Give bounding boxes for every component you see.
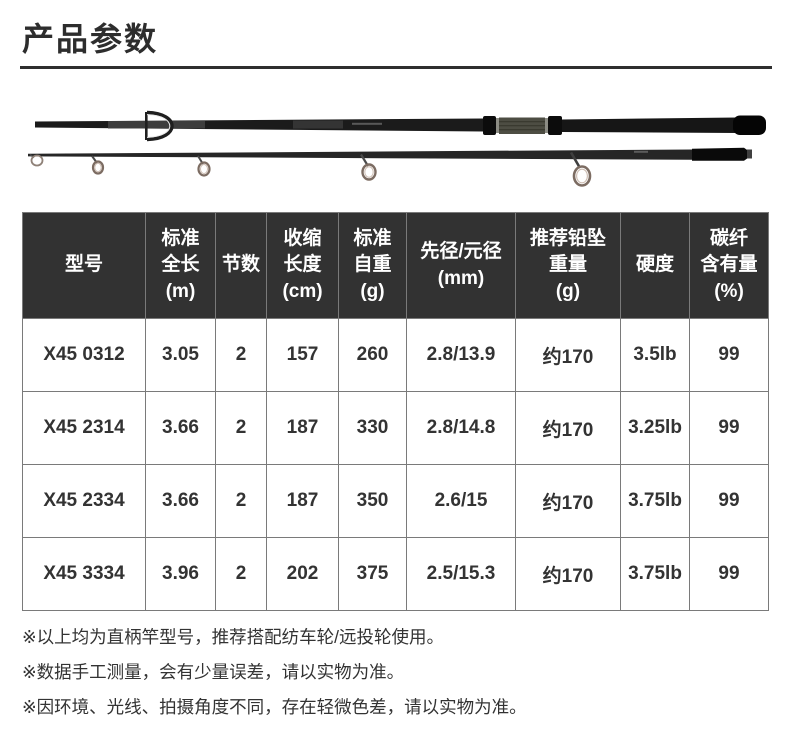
cell-closed-length: 157: [266, 318, 339, 392]
table-row: X45 2334 3.66 2 187 350 2.6/15 约170 3.75…: [22, 464, 769, 538]
table-header-row: 型号 标准 全长 (m) 节数 收缩 长度 (cm) 标准 自重 (g) 先径/…: [22, 212, 769, 319]
cell-hardness: 3.25lb: [620, 391, 690, 465]
col-header-sections: 节数: [215, 212, 267, 319]
cell-sinker-weight: 约170: [515, 391, 621, 465]
page-title: 产品参数: [22, 21, 159, 57]
cell-diameter: 2.5/15.3: [406, 537, 516, 611]
cell-diameter: 2.6/15: [406, 464, 516, 538]
note-measurement: ※数据手工测量，会有少量误差，请以实物为准。: [22, 662, 405, 682]
note-color-difference: ※因环境、光线、拍摄角度不同，存在轻微色差，请以实物为准。: [22, 697, 527, 717]
cell-full-length: 3.66: [145, 391, 216, 465]
cell-full-length: 3.66: [145, 464, 216, 538]
col-header-diameter: 先径/元径 (mm): [406, 212, 516, 319]
cell-sections: 2: [215, 318, 267, 392]
cell-weight: 375: [338, 537, 407, 611]
col-header-carbon-content: 碳纤 含有量 (%): [689, 212, 769, 319]
col-header-sinker-weight: 推荐铅坠 重量 (g): [515, 212, 621, 319]
cell-sections: 2: [215, 391, 267, 465]
title-divider: [20, 66, 772, 69]
cell-model: X45 2334: [22, 464, 146, 538]
cell-model: X45 3334: [22, 537, 146, 611]
cell-full-length: 3.05: [145, 318, 216, 392]
cell-model: X45 2314: [22, 391, 146, 465]
cell-sections: 2: [215, 464, 267, 538]
cell-closed-length: 187: [266, 464, 339, 538]
rod-product-image: [0, 90, 790, 200]
cell-full-length: 3.96: [145, 537, 216, 611]
cell-weight: 350: [338, 464, 407, 538]
cell-sinker-weight: 约170: [515, 464, 621, 538]
col-header-weight: 标准 自重 (g): [338, 212, 407, 319]
col-header-hardness: 硬度: [620, 212, 690, 319]
footnotes: ※以上均为直柄竿型号，推荐搭配纺车轮/远投轮使用。 ※数据手工测量，会有少量误差…: [22, 620, 772, 725]
cell-carbon-content: 99: [689, 391, 769, 465]
table-row: X45 2314 3.66 2 187 330 2.8/14.8 约170 3.…: [22, 391, 769, 465]
table-row: X45 0312 3.05 2 157 260 2.8/13.9 约170 3.…: [22, 318, 769, 392]
spec-table: 型号 标准 全长 (m) 节数 收缩 长度 (cm) 标准 自重 (g) 先径/…: [22, 212, 769, 611]
cell-hardness: 3.5lb: [620, 318, 690, 392]
cell-hardness: 3.75lb: [620, 464, 690, 538]
cell-model: X45 0312: [22, 318, 146, 392]
cell-sinker-weight: 约170: [515, 318, 621, 392]
cell-hardness: 3.75lb: [620, 537, 690, 611]
cell-carbon-content: 99: [689, 318, 769, 392]
table-row: X45 3334 3.96 2 202 375 2.5/15.3 约170 3.…: [22, 537, 769, 611]
col-header-full-length: 标准 全长 (m): [145, 212, 216, 319]
cell-closed-length: 202: [266, 537, 339, 611]
note-rod-type: ※以上均为直柄竿型号，推荐搭配纺车轮/远投轮使用。: [22, 627, 445, 647]
cell-diameter: 2.8/13.9: [406, 318, 516, 392]
col-header-model: 型号: [22, 212, 146, 319]
cell-closed-length: 187: [266, 391, 339, 465]
col-header-closed-length: 收缩 长度 (cm): [266, 212, 339, 319]
cell-weight: 330: [338, 391, 407, 465]
cell-sections: 2: [215, 537, 267, 611]
cell-weight: 260: [338, 318, 407, 392]
cell-carbon-content: 99: [689, 537, 769, 611]
cell-sinker-weight: 约170: [515, 537, 621, 611]
cell-carbon-content: 99: [689, 464, 769, 538]
cell-diameter: 2.8/14.8: [406, 391, 516, 465]
